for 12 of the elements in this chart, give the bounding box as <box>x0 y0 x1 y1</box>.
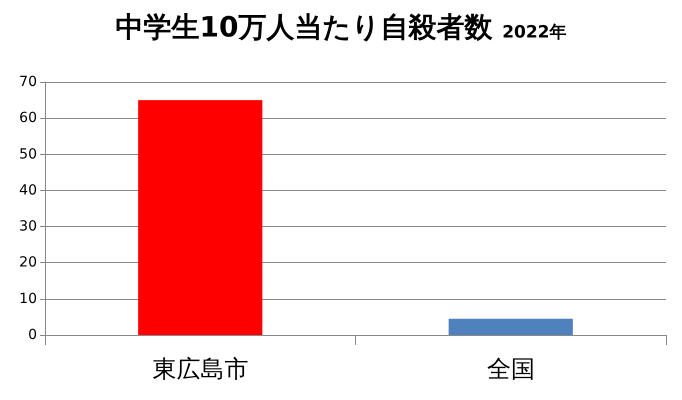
y-tick-label: 30 <box>19 218 37 235</box>
y-tick-label: 0 <box>28 327 37 343</box>
y-tick-label: 70 <box>19 74 37 90</box>
x-tick-label: 全国 <box>486 355 535 383</box>
y-tick-label: 10 <box>19 290 37 307</box>
x-tick-label: 東広島市 <box>152 355 248 383</box>
chart-title: 中学生10万人当たり自殺者数 <box>115 10 502 44</box>
chart-subtitle: 2022年 <box>502 22 567 42</box>
y-tick-label: 50 <box>19 146 37 162</box>
y-tick-label: 60 <box>19 110 37 126</box>
y-tick-label: 20 <box>19 254 37 271</box>
y-tick-label: 40 <box>19 182 37 198</box>
